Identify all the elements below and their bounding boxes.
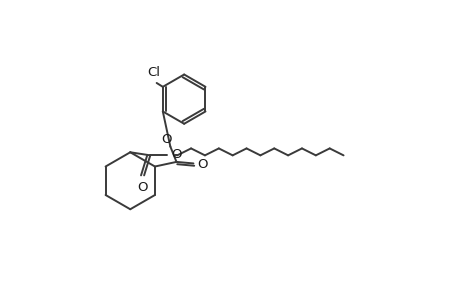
Text: O: O: [161, 133, 171, 146]
Text: O: O: [197, 158, 207, 171]
Text: O: O: [171, 148, 181, 161]
Text: O: O: [137, 181, 147, 194]
Text: Cl: Cl: [147, 66, 160, 79]
